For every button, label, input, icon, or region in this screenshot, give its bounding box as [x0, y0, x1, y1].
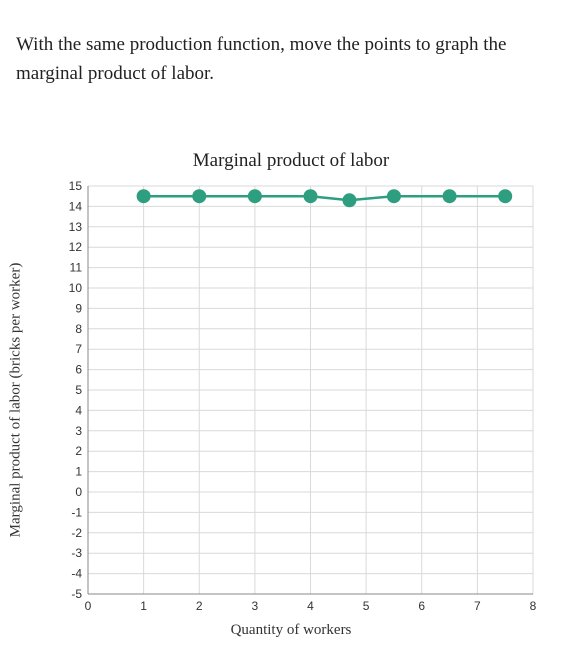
svg-text:0: 0 [75, 485, 82, 499]
svg-text:5: 5 [363, 599, 370, 613]
svg-text:3: 3 [252, 599, 259, 613]
svg-text:12: 12 [69, 240, 83, 254]
data-point[interactable] [249, 190, 261, 202]
svg-text:13: 13 [69, 220, 83, 234]
svg-text:7: 7 [75, 342, 82, 356]
svg-text:-1: -1 [71, 505, 82, 519]
svg-text:7: 7 [474, 599, 481, 613]
svg-text:3: 3 [75, 424, 82, 438]
svg-text:2: 2 [196, 599, 203, 613]
svg-text:15: 15 [69, 180, 83, 193]
y-axis-label: Marginal product of labor (bricks per wo… [8, 263, 25, 538]
svg-text:1: 1 [140, 599, 147, 613]
svg-text:6: 6 [418, 599, 425, 613]
data-point[interactable] [193, 190, 205, 202]
svg-text:4: 4 [75, 403, 82, 417]
svg-text:10: 10 [69, 281, 83, 295]
svg-text:0: 0 [85, 599, 92, 613]
svg-text:-2: -2 [71, 526, 82, 540]
chart-plot-area[interactable]: 012345678-5-4-3-2-1012345678910111213141… [26, 180, 546, 620]
svg-text:4: 4 [307, 599, 314, 613]
data-point[interactable] [388, 190, 400, 202]
svg-text:14: 14 [69, 199, 83, 213]
chart-container: Marginal product of labor Marginal produ… [26, 150, 556, 660]
x-axis-label: Quantity of workers [26, 622, 556, 639]
data-point[interactable] [499, 190, 511, 202]
svg-text:-4: -4 [71, 567, 82, 581]
chart-title: Marginal product of labor [26, 150, 556, 172]
svg-text:8: 8 [530, 599, 537, 613]
svg-text:2: 2 [75, 444, 82, 458]
svg-text:9: 9 [75, 301, 82, 315]
data-point[interactable] [138, 190, 150, 202]
data-point[interactable] [305, 190, 317, 202]
svg-text:11: 11 [70, 261, 83, 275]
data-point[interactable] [444, 190, 456, 202]
svg-text:6: 6 [75, 363, 82, 377]
svg-text:8: 8 [75, 322, 82, 336]
instruction-text: With the same production function, move … [16, 31, 549, 88]
svg-text:5: 5 [75, 383, 82, 397]
svg-text:-3: -3 [71, 546, 82, 560]
data-point[interactable] [343, 194, 355, 206]
svg-text:1: 1 [75, 465, 82, 479]
svg-text:-5: -5 [71, 587, 82, 601]
